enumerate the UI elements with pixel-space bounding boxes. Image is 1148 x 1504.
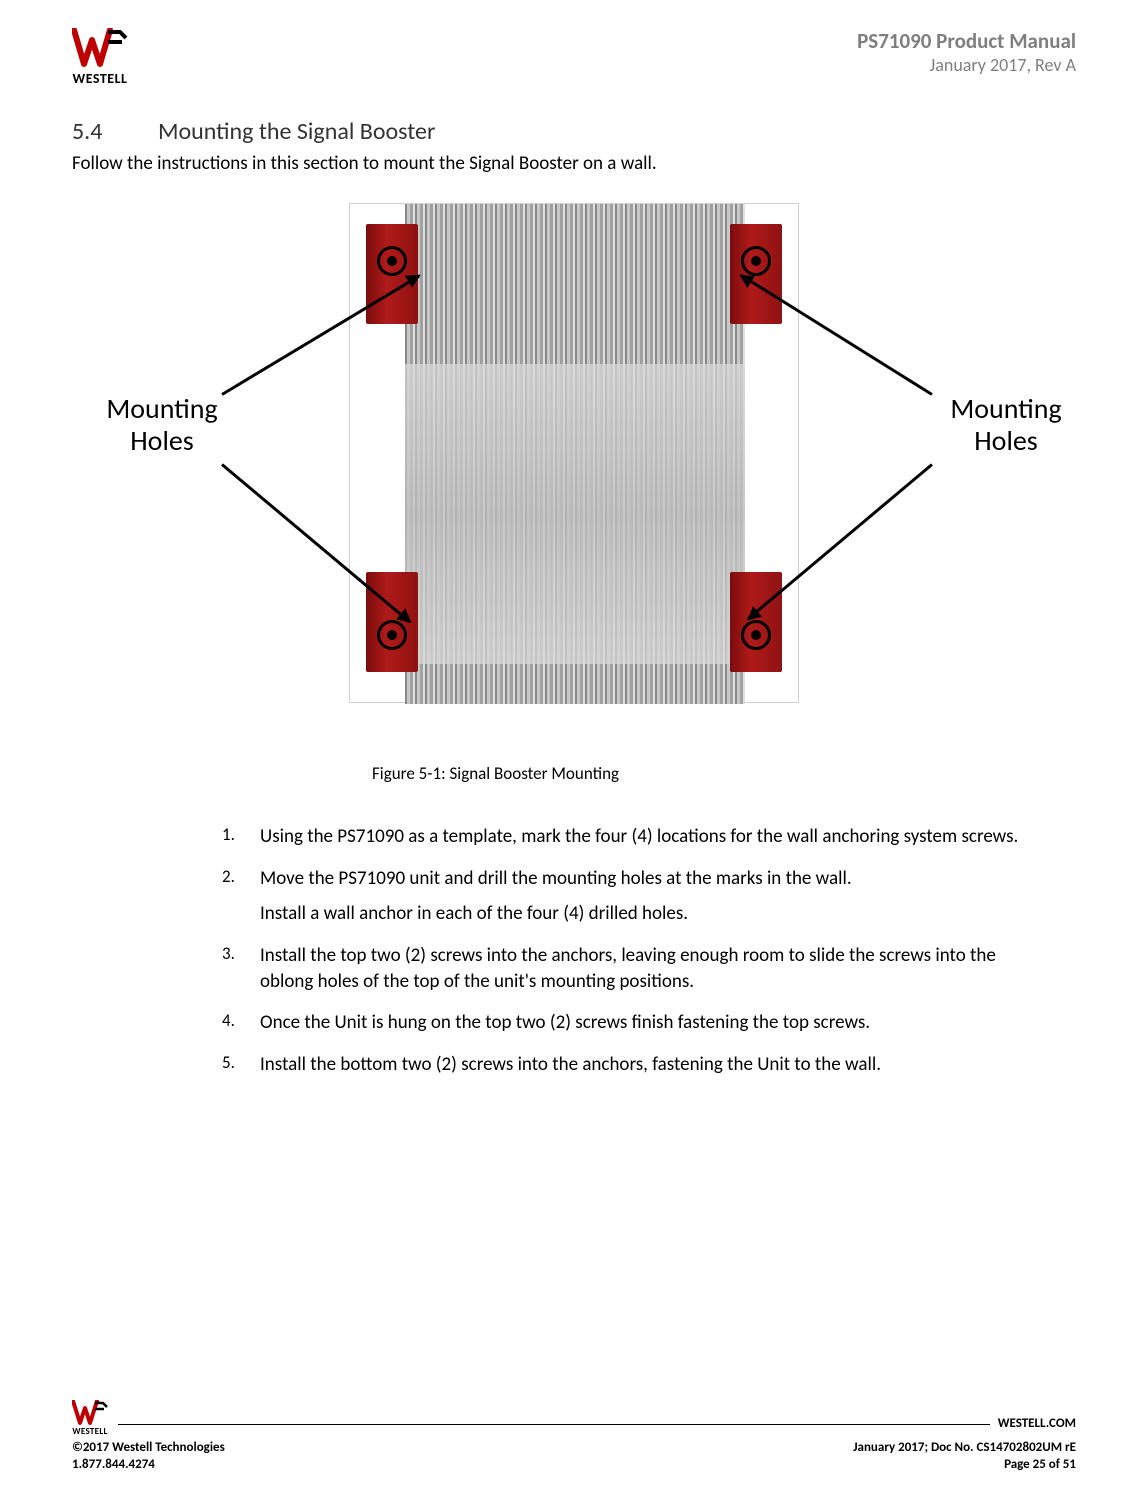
section-heading: 5.4 Mounting the Signal Booster [72,117,1076,146]
step-item: 1. Using the PS71090 as a template, mark… [222,824,1036,850]
footer-right: January 2017; Doc No. CS14702802UM rE Pa… [853,1439,1076,1474]
step-item: 2. Move the PS71090 unit and drill the m… [222,866,1036,927]
step-number: 4. [222,1010,260,1036]
page-footer: WESTELL WESTELL.COM ©2017 Westell Techno… [72,1400,1076,1474]
footer-copyright: ©2017 Westell Technologies [72,1439,225,1457]
footer-logo: WESTELL [72,1400,108,1437]
callout-left: Mounting Holes [72,393,252,457]
footer-page: Page 25 of 51 [853,1456,1076,1474]
step-text: Install the top two (2) screws into the … [260,943,1036,994]
footer-logo-text: WESTELL [72,1426,107,1437]
step-number: 2. [222,866,260,927]
logo: WESTELL [72,28,128,87]
section-title: Mounting the Signal Booster [158,117,435,146]
footer-docinfo: January 2017; Doc No. CS14702802UM rE [853,1439,1076,1457]
step-text-sub: Install a wall anchor in each of the fou… [260,901,852,927]
footer-rule [118,1424,990,1425]
callout-right-line2: Holes [974,423,1038,458]
footer-left: ©2017 Westell Technologies 1.877.844.427… [72,1439,225,1474]
page-header: WESTELL PS71090 Product Manual January 2… [72,28,1076,87]
step-text: Once the Unit is hung on the top two (2)… [260,1010,870,1036]
callout-right: Mounting Holes [916,393,1096,457]
header-right: PS71090 Product Manual January 2017, Rev… [857,28,1076,76]
product-title: PS71090 Product Manual [857,28,1076,54]
step-number: 3. [222,943,260,994]
figure-container: Mounting Holes Mounting Holes [72,203,1076,743]
footer-rule-row: WESTELL WESTELL.COM [72,1400,1076,1437]
step-item: 5. Install the bottom two (2) screws int… [222,1052,1036,1078]
callout-right-line1: Mounting [950,391,1061,426]
figure-caption: Figure 5-1: Signal Booster Mounting [372,763,1076,784]
footer-phone: 1.877.844.4274 [72,1456,225,1474]
mounting-hole-marker-br [741,620,771,650]
logo-text: WESTELL [73,70,128,87]
heatsink-face [405,364,745,664]
step-item: 3. Install the top two (2) screws into t… [222,943,1036,994]
step-number: 1. [222,824,260,850]
step-text: Move the PS71090 unit and drill the moun… [260,866,852,927]
section-intro: Follow the instructions in this section … [72,152,1076,175]
product-subtitle: January 2017, Rev A [857,54,1076,76]
step-number: 5. [222,1052,260,1078]
westell-logo-icon [72,1400,108,1426]
callout-left-line2: Holes [130,423,194,458]
footer-bottom: ©2017 Westell Technologies 1.877.844.427… [72,1439,1076,1474]
step-item: 4. Once the Unit is hung on the top two … [222,1010,1036,1036]
step-text: Using the PS71090 as a template, mark th… [260,824,1018,850]
section-number: 5.4 [72,117,122,146]
step-text: Install the bottom two (2) screws into t… [260,1052,881,1078]
callout-left-line1: Mounting [106,391,217,426]
step-list: 1. Using the PS71090 as a template, mark… [222,824,1036,1077]
footer-url: WESTELL.COM [998,1416,1076,1431]
westell-logo-icon [72,28,128,68]
mounting-hole-marker-tl [377,246,407,276]
step-text-main: Move the PS71090 unit and drill the moun… [260,867,852,890]
